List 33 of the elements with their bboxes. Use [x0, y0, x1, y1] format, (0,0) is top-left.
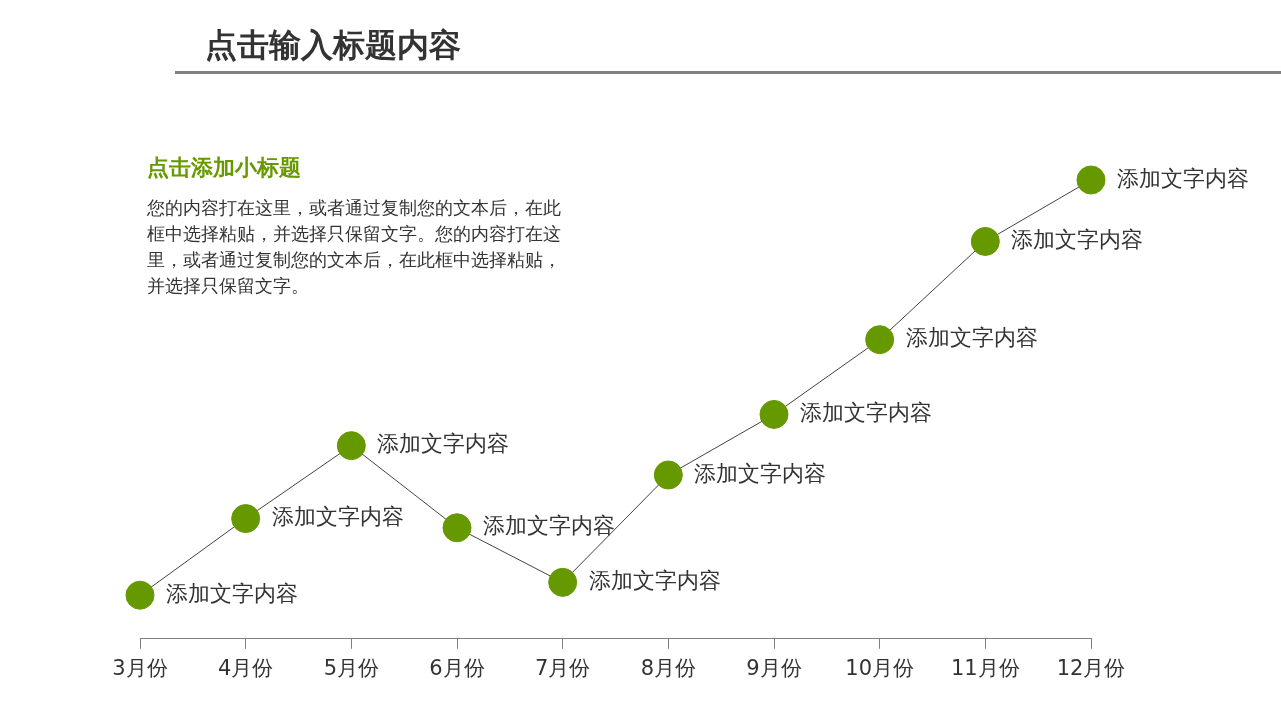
annotation: 添加文字内容	[166, 580, 298, 606]
annotation: 添加文字内容	[377, 431, 510, 457]
x-tick-label: 10月份	[845, 655, 915, 680]
annotation: 添加文字内容	[694, 460, 827, 486]
chart-subtitle: 点击添加小标题	[147, 154, 301, 182]
point	[653, 460, 683, 490]
annotation: 添加文字内容	[271, 504, 404, 530]
point	[231, 504, 261, 534]
x-tick-label: 8月份	[640, 655, 697, 680]
point	[970, 226, 1000, 256]
x-tick-label: 11月份	[950, 655, 1020, 680]
point	[759, 399, 789, 429]
point	[548, 567, 578, 597]
point	[336, 431, 366, 461]
point	[865, 325, 895, 355]
x-tick-label: 5月份	[323, 655, 380, 680]
annotation: 添加文字内容	[905, 325, 1038, 351]
x-tick-label: 4月份	[217, 655, 274, 680]
x-tick-label: 3月份	[112, 655, 168, 680]
annotation: 添加文字内容	[588, 568, 721, 594]
x-tick-label: 9月份	[746, 655, 802, 680]
annotation: 添加文字内容	[483, 513, 615, 539]
annotation: 您的内容打在这里，或者通过复制您的文本后，在此框中选择粘贴，并选择只保留文字。您的内容打在这里，或者通过复制您的文本后，在此框中选择粘贴，并选择只保留文字。	[147, 196, 562, 298]
annotation: 添加文字内容	[800, 400, 932, 426]
point	[125, 580, 155, 610]
x-tick-label: 7月份	[534, 655, 591, 680]
annotation: 添加文字内容	[1011, 227, 1144, 253]
chart-title: 点击输入标题内容	[205, 25, 461, 66]
point	[1076, 165, 1106, 195]
annotation: 添加文字内容	[1117, 165, 1249, 191]
x-tick-label: 6月份	[429, 655, 485, 680]
point	[442, 513, 472, 543]
x-tick-label: 12月份	[1056, 655, 1126, 680]
